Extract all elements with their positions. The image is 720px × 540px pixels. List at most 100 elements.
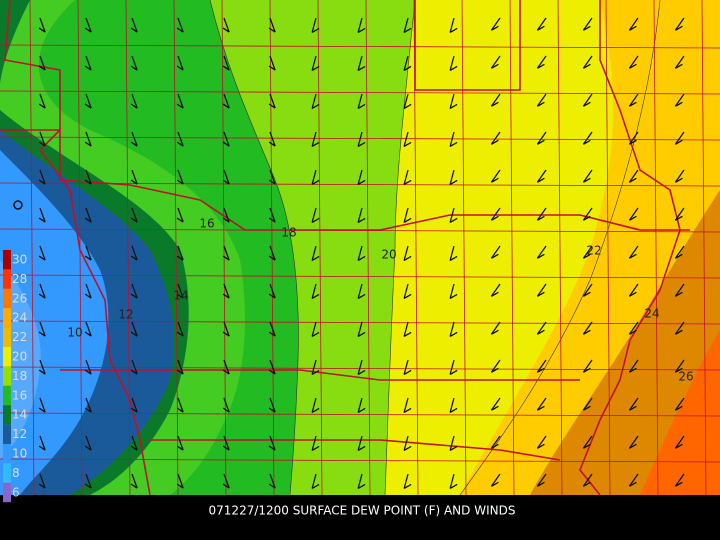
- wind-barb: [39, 55, 46, 71]
- wind-barb: [403, 17, 409, 33]
- wind-barb: [674, 473, 685, 487]
- wind-barb-flag: [311, 483, 320, 490]
- wind-barb: [490, 93, 501, 107]
- wind-barb-flag: [403, 217, 412, 224]
- contour-label: 14: [173, 289, 188, 303]
- wind-barb-flag: [130, 141, 138, 147]
- wind-barb-flag: [629, 329, 637, 335]
- wind-barb: [311, 169, 317, 185]
- wind-barb: [85, 359, 92, 375]
- wind-barb-flag: [130, 103, 138, 109]
- wind-barb: [311, 321, 317, 337]
- wind-barb: [628, 169, 639, 183]
- wind-barb: [628, 321, 639, 335]
- wind-barb-flag: [268, 141, 276, 147]
- wind-barb-flag: [38, 407, 46, 413]
- wind-barb-flag: [357, 407, 366, 414]
- wind-barb: [39, 321, 46, 337]
- wind-barb-flag: [675, 253, 683, 259]
- wind-barb-flag: [84, 65, 92, 71]
- wind-barb-flag: [491, 177, 499, 183]
- wind-barb-flag: [675, 367, 683, 373]
- wind-barb: [582, 169, 593, 183]
- wind-barb: [39, 359, 46, 375]
- wind-barb-flag: [130, 293, 138, 299]
- wind-barb: [269, 435, 276, 451]
- wind-barb-flag: [491, 253, 499, 259]
- wind-barb: [39, 131, 46, 147]
- county-border: [0, 458, 720, 463]
- isopleths: [209, 0, 661, 496]
- wind-barb-flag: [449, 445, 458, 452]
- wind-barb-flag: [176, 27, 184, 33]
- wind-barb-flag: [583, 215, 591, 221]
- wind-barb-flag: [403, 27, 412, 34]
- wind-barb-flag: [675, 215, 683, 221]
- wind-barb-flag: [311, 141, 320, 148]
- wind-barb-flag: [629, 367, 637, 373]
- wind-barb: [674, 93, 685, 107]
- wind-barb: [269, 93, 276, 109]
- wind-barb-flag: [130, 179, 138, 185]
- wind-barb-flag: [537, 177, 545, 183]
- wind-barb-flag: [84, 103, 92, 109]
- legend-swatch: [3, 250, 11, 270]
- wind-barb-flag: [403, 103, 412, 110]
- wind-barb: [357, 397, 363, 413]
- wind-barb: [582, 283, 593, 297]
- wind-barb: [357, 131, 363, 147]
- wind-barb-flag: [491, 63, 499, 69]
- wind-barb: [39, 207, 46, 223]
- wind-barb-flag: [357, 65, 366, 72]
- wind-barb-flag: [629, 63, 637, 69]
- contour-label: 12: [118, 308, 133, 322]
- wind-barb: [131, 131, 138, 147]
- wind-barb-flag: [268, 407, 276, 413]
- wind-barb-flag: [449, 65, 458, 72]
- wind-barb: [490, 473, 501, 487]
- wind-barb: [449, 397, 455, 413]
- county-border: [365, 0, 371, 496]
- wind-barb-flag: [449, 27, 458, 34]
- county-border: [461, 0, 467, 496]
- wind-barb: [536, 207, 547, 221]
- wind-barb-flag: [357, 369, 366, 376]
- wind-barb-flag: [537, 367, 545, 373]
- wind-barb: [311, 397, 317, 413]
- wind-barb-flag: [583, 329, 591, 335]
- wind-barb-flag: [537, 215, 545, 221]
- county-border: [0, 228, 720, 233]
- wind-barb-flag: [130, 483, 138, 489]
- wind-barb-flag: [130, 331, 138, 337]
- wind-barb-flag: [38, 179, 46, 185]
- wind-barb-flag: [491, 443, 499, 449]
- wind-barb-flag: [583, 367, 591, 373]
- contour-label: 16: [199, 217, 214, 231]
- wind-barb-flag: [38, 293, 46, 299]
- county-border: [0, 274, 720, 279]
- wind-barb: [131, 397, 138, 413]
- contour-label: 24: [644, 307, 659, 321]
- county-border: [0, 90, 720, 95]
- wind-barb-flag: [84, 483, 92, 489]
- wind-barb-flag: [403, 483, 412, 490]
- wind-barb-flag: [130, 255, 138, 261]
- wind-barb: [39, 245, 46, 261]
- legend-swatch: [3, 288, 11, 309]
- wind-barb-flag: [38, 331, 46, 337]
- wind-barb-flag: [38, 103, 46, 109]
- wind-barb-flag: [38, 369, 46, 375]
- wind-barb-flag: [491, 481, 499, 487]
- wind-barb-flag: [583, 481, 591, 487]
- wind-barb: [311, 435, 317, 451]
- wind-barb-flag: [130, 217, 138, 223]
- contour-label: 22: [586, 244, 601, 258]
- wind-barb: [85, 435, 92, 451]
- wind-barb-flag: [268, 293, 276, 299]
- wind-barb-flag: [176, 483, 184, 489]
- wind-barb: [131, 283, 138, 299]
- contour-label: 20: [381, 248, 396, 262]
- wind-barb-flag: [357, 483, 366, 490]
- wind-barb: [223, 207, 230, 223]
- wind-barb-flag: [38, 141, 46, 147]
